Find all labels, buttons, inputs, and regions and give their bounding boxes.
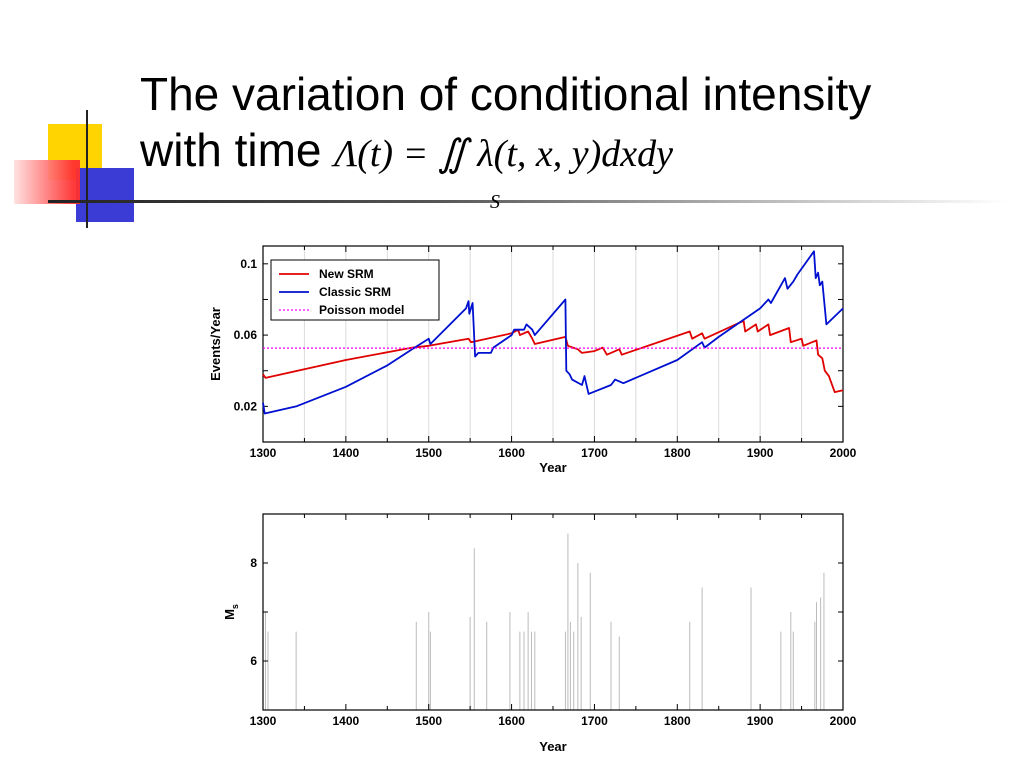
x-tick-label: 1900 <box>747 446 774 460</box>
x-tick-label: 1900 <box>747 714 774 728</box>
x-tick-label: 1500 <box>415 714 442 728</box>
y-tick-label: 6 <box>250 654 257 668</box>
x-tick-label: 1300 <box>250 714 277 728</box>
intensity-formula: Λ(t) = ∬ λ(t, x, y)dxdy <box>334 133 673 175</box>
x-tick-label: 1700 <box>581 714 608 728</box>
legend-label: Poisson model <box>319 303 404 317</box>
plot-frame <box>262 513 844 711</box>
x-tick-label: 1400 <box>333 714 360 728</box>
x-tick-label: 1800 <box>664 446 691 460</box>
legend-label: New SRM <box>319 267 374 281</box>
y-tick-label: 8 <box>250 556 257 570</box>
classic-srm-line <box>262 250 844 415</box>
y-axis-label-subscript: s <box>230 604 240 609</box>
y-tick-label: 0.02 <box>234 399 258 413</box>
x-tick-label: 1600 <box>498 446 525 460</box>
title-line-2: with time <box>140 124 322 176</box>
intensity-chart: 1300 1400 1500 1600 1700 1800 1900 2000 0.02 0.06… <box>208 245 857 475</box>
x-tick-label: 1600 <box>498 714 525 728</box>
x-axis-label: Year <box>539 739 566 754</box>
x-tick-label: 2000 <box>830 714 857 728</box>
y-axis-label: Events/Year <box>208 307 223 381</box>
corner-red-square <box>14 160 80 204</box>
slide-title: The variation of conditional intensity w… <box>140 66 1000 213</box>
y-tick-label: 0.1 <box>240 257 257 271</box>
magnitude-chart: 1300 1400 1500 1600 1700 1800 1900 2000 6 8 Year Ms <box>222 513 857 754</box>
x-tick-label: 1400 <box>333 446 360 460</box>
x-tick-label: 1700 <box>581 446 608 460</box>
corner-vertical-line <box>86 110 88 228</box>
y-axis-label: Ms <box>222 604 240 620</box>
x-tick-label: 1500 <box>415 446 442 460</box>
x-tick-label: 2000 <box>830 446 857 460</box>
title-underline <box>48 200 1008 203</box>
corner-blue-square <box>76 168 134 222</box>
formula-subscript: S <box>490 191 500 213</box>
x-tick-label: 1800 <box>664 714 691 728</box>
x-axis-label: Year <box>539 460 566 475</box>
title-line-1: The variation of conditional intensity <box>140 68 872 120</box>
x-tick-label: 1300 <box>250 446 277 460</box>
legend-label: Classic SRM <box>319 285 391 299</box>
y-tick-label: 0.06 <box>234 328 258 342</box>
